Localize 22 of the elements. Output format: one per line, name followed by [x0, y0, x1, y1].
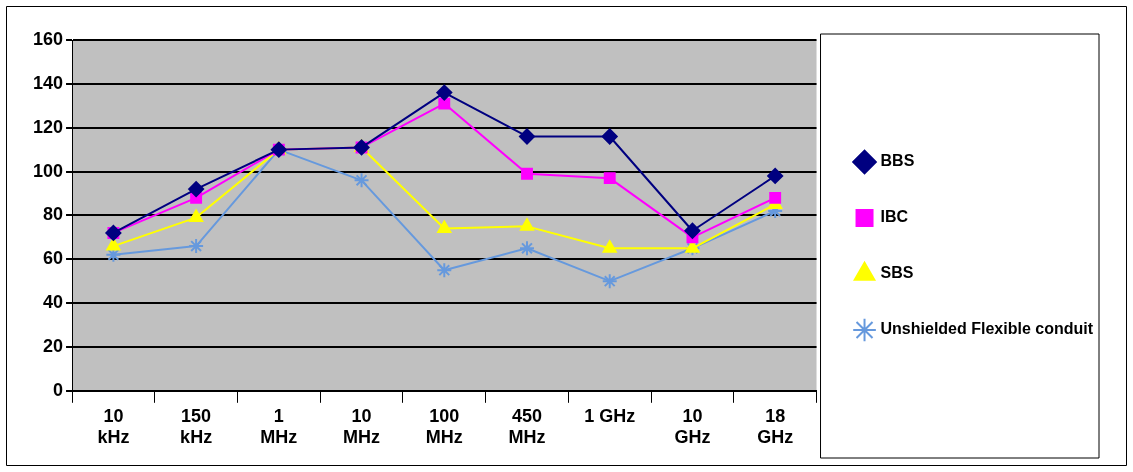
x-tick-label: 150 kHz [180, 405, 213, 448]
y-tick-label: 20 [43, 335, 64, 356]
legend-label: SBS [880, 264, 914, 282]
legend-label: BBS [880, 152, 915, 170]
y-tick-label: 140 [32, 72, 64, 93]
x-tick-label: 10 kHz [97, 405, 130, 448]
x-tick-label: 10 MHz [343, 405, 381, 448]
x-tick-label: 1 GHz [584, 405, 636, 426]
x-tick-label: 18 GHz [757, 405, 794, 448]
x-tick-label: 1 MHz [260, 405, 298, 448]
y-tick-label: 80 [43, 204, 64, 225]
legend-label: IBC [880, 208, 909, 226]
y-tick-label: 40 [43, 292, 64, 313]
legend-label: Unshielded Flexible conduit [880, 320, 1094, 338]
x-tick-label: 10 GHz [674, 405, 711, 448]
y-tick-label: 60 [43, 248, 64, 269]
x-tick-label: 450 MHz [508, 405, 546, 448]
y-tick-label: 100 [32, 160, 64, 181]
x-tick-label: 100 MHz [425, 405, 463, 448]
y-tick-label: 120 [32, 116, 64, 137]
y-tick-label: 160 [32, 28, 64, 49]
y-tick-label: 0 [53, 379, 64, 400]
